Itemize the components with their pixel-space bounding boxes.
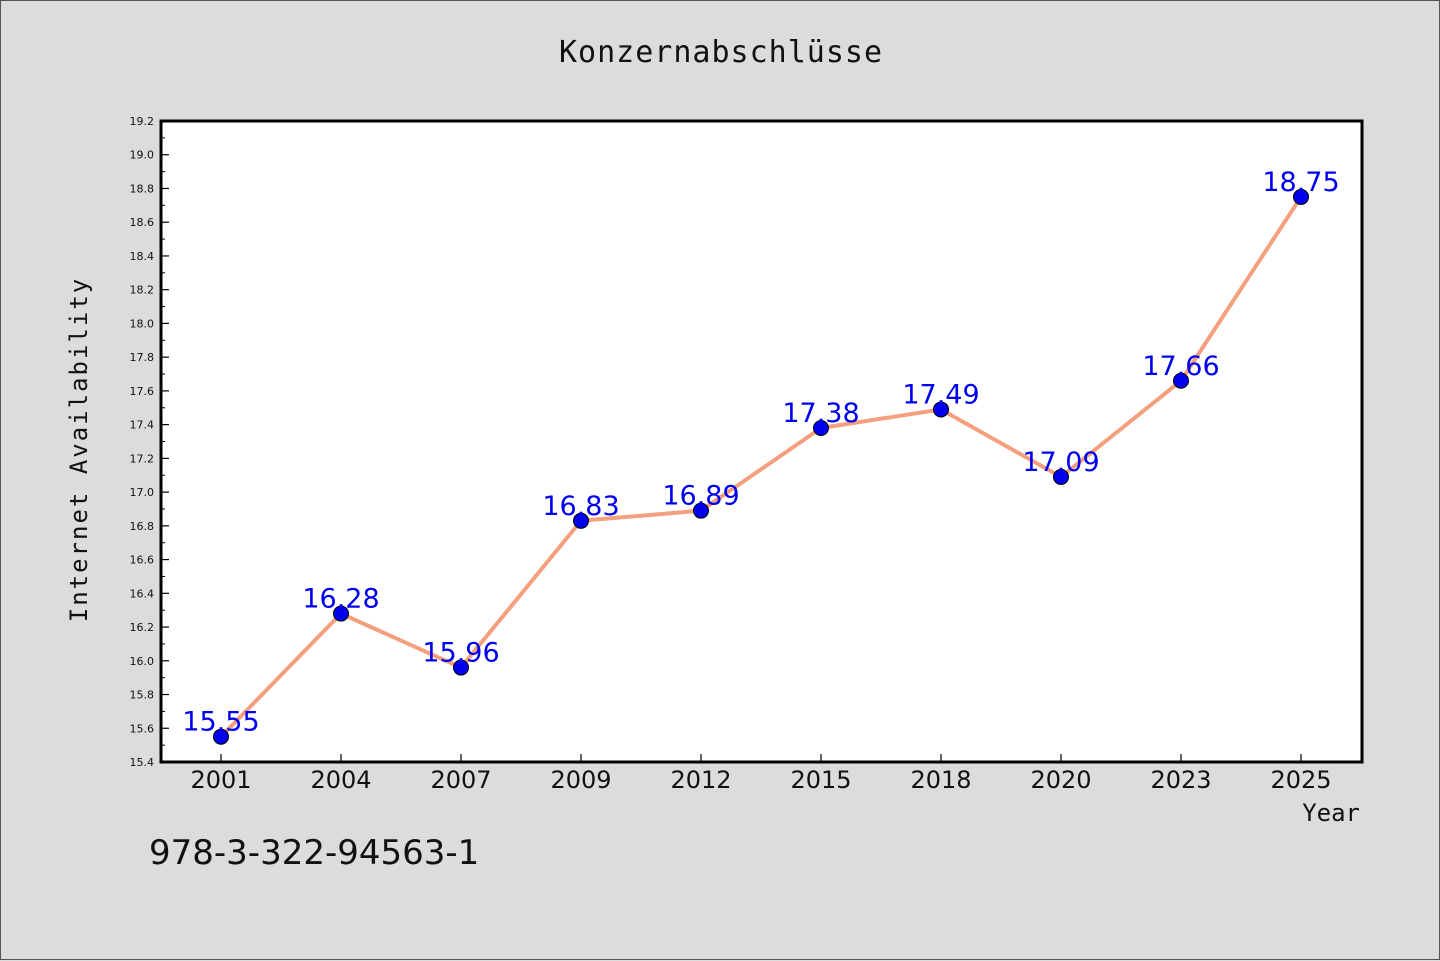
data-label: 16.89 [662, 481, 739, 512]
data-point [1293, 188, 1309, 205]
data-label: 15.55 [182, 707, 259, 738]
x-tick-label: 2020 [1030, 766, 1091, 794]
data-point [213, 728, 229, 745]
data-point [573, 512, 589, 529]
data-label: 18.75 [1262, 167, 1339, 198]
chart-title: Konzernabschlüsse [558, 35, 884, 70]
data-point [1053, 468, 1069, 485]
isbn-caption: 978-3-322-94563-1 [149, 833, 480, 873]
data-label: 17.09 [1022, 447, 1099, 478]
data-label: 16.28 [302, 584, 379, 615]
x-axis: 2001 2004 2007 2009 2012 2015 2018 2020 2023 2025 [190, 754, 1332, 794]
x-tick-label: 2007 [430, 766, 491, 794]
y-tick-label: 17.4 [130, 419, 155, 432]
series-line [219, 195, 1303, 739]
data-point [693, 502, 709, 519]
y-tick-label: 18.2 [130, 284, 155, 297]
y-tick-label: 16.4 [130, 587, 155, 600]
data-label: 15.96 [422, 638, 499, 669]
y-tick-label: 16.8 [130, 520, 155, 533]
data-label: 17.49 [902, 379, 979, 410]
y-tick-label: 15.4 [130, 756, 155, 769]
y-axis-label: Internet Availability [65, 277, 93, 622]
x-axis-label: Year [1302, 799, 1360, 827]
x-tick-label: 2004 [310, 766, 371, 794]
y-tick-label: 17.8 [130, 351, 155, 364]
x-tick-label: 2001 [190, 766, 251, 794]
y-tick-label: 16.6 [130, 554, 155, 567]
data-point [1173, 372, 1189, 389]
y-tick-label: 19.0 [130, 149, 155, 162]
y-tick-label: 17.0 [130, 486, 155, 499]
y-tick-label: 18.0 [130, 317, 155, 330]
y-tick-label: 16.2 [130, 621, 155, 634]
y-tick-label: 15.6 [130, 722, 155, 735]
x-tick-label: 2023 [1150, 766, 1211, 794]
data-point [453, 659, 469, 676]
y-tick-label: 17.2 [130, 452, 155, 465]
y-tick-label: 17.6 [130, 385, 155, 398]
y-tick-label: 18.4 [130, 250, 155, 263]
y-tick-label: 18.8 [130, 182, 155, 195]
x-tick-label: 2015 [790, 766, 851, 794]
data-label: 17.38 [782, 398, 859, 429]
x-tick-label: 2009 [550, 766, 611, 794]
y-axis: 15.4 15.6 15.8 16.0 16.2 16.4 16.6 16.8 17.0 17.2… [130, 115, 169, 769]
data-point [333, 605, 349, 622]
x-tick-label: 2012 [670, 766, 731, 794]
plot-area [159, 119, 1364, 764]
data-label: 16.83 [542, 491, 619, 522]
data-point [933, 401, 949, 418]
y-tick-label: 18.6 [130, 216, 155, 229]
x-tick-label: 2025 [1270, 766, 1331, 794]
data-label: 17.66 [1142, 351, 1219, 382]
series-layer: 15.55 16.28 15.96 16.83 16.89 17.38 17.49 17.09… [182, 167, 1340, 745]
y-tick-label: 16.0 [130, 655, 155, 668]
data-point [813, 420, 829, 437]
y-tick-label: 19.2 [130, 115, 155, 128]
y-tick-label: 15.8 [130, 689, 155, 702]
x-tick-label: 2018 [910, 766, 971, 794]
